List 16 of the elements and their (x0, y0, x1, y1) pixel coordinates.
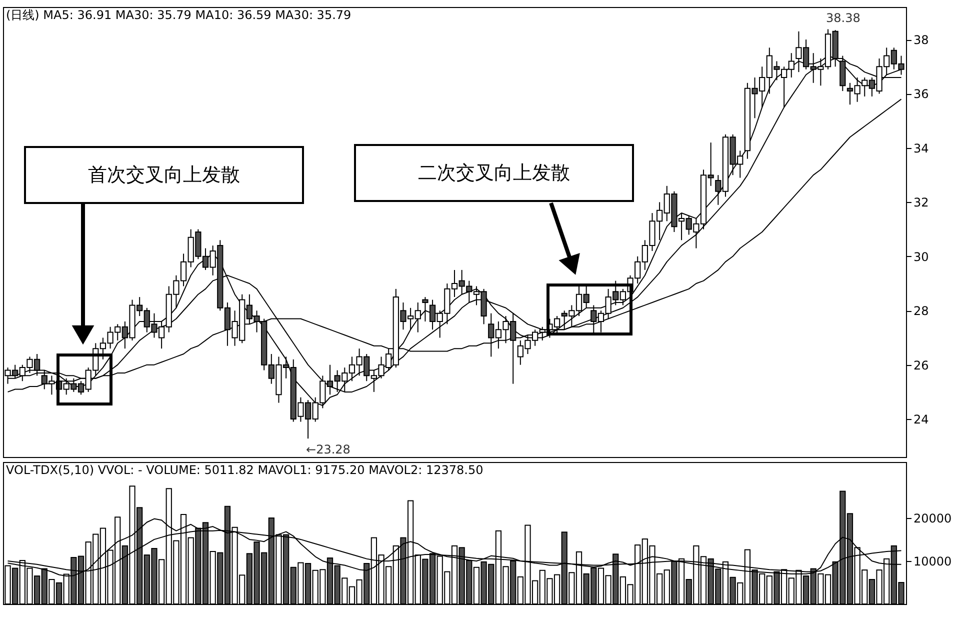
y-tick-label: 30 (914, 250, 929, 264)
chart-title: (日线) MA5: 36.91 MA30: 35.79 MA10: 36.59 MA30: 35.79 (6, 8, 352, 22)
annotation: 首次交叉向上发散 (88, 164, 240, 186)
annotation: ←23.28 (306, 442, 350, 457)
y-tick-label: 26 (914, 358, 929, 372)
y-tick-label: 36 (914, 87, 929, 102)
chart-title: VOL-TDX(5,10) VVOL: - VOLUME: 5011.82 MAVOL1: 9175.20 MAVOL2: 12378.50 (6, 463, 484, 477)
annotation: 38.38 (826, 11, 860, 26)
y-tick-label: 10000 (914, 554, 952, 568)
annotation: 二次交叉向上发散 (418, 162, 570, 184)
y-tick-label: 20000 (914, 511, 952, 526)
y-tick-label: 24 (914, 412, 929, 427)
y-tick-label: 32 (914, 196, 929, 210)
y-tick-label: 38 (914, 33, 929, 48)
y-tick-label: 28 (914, 304, 929, 318)
y-tick-label: 34 (914, 141, 929, 156)
